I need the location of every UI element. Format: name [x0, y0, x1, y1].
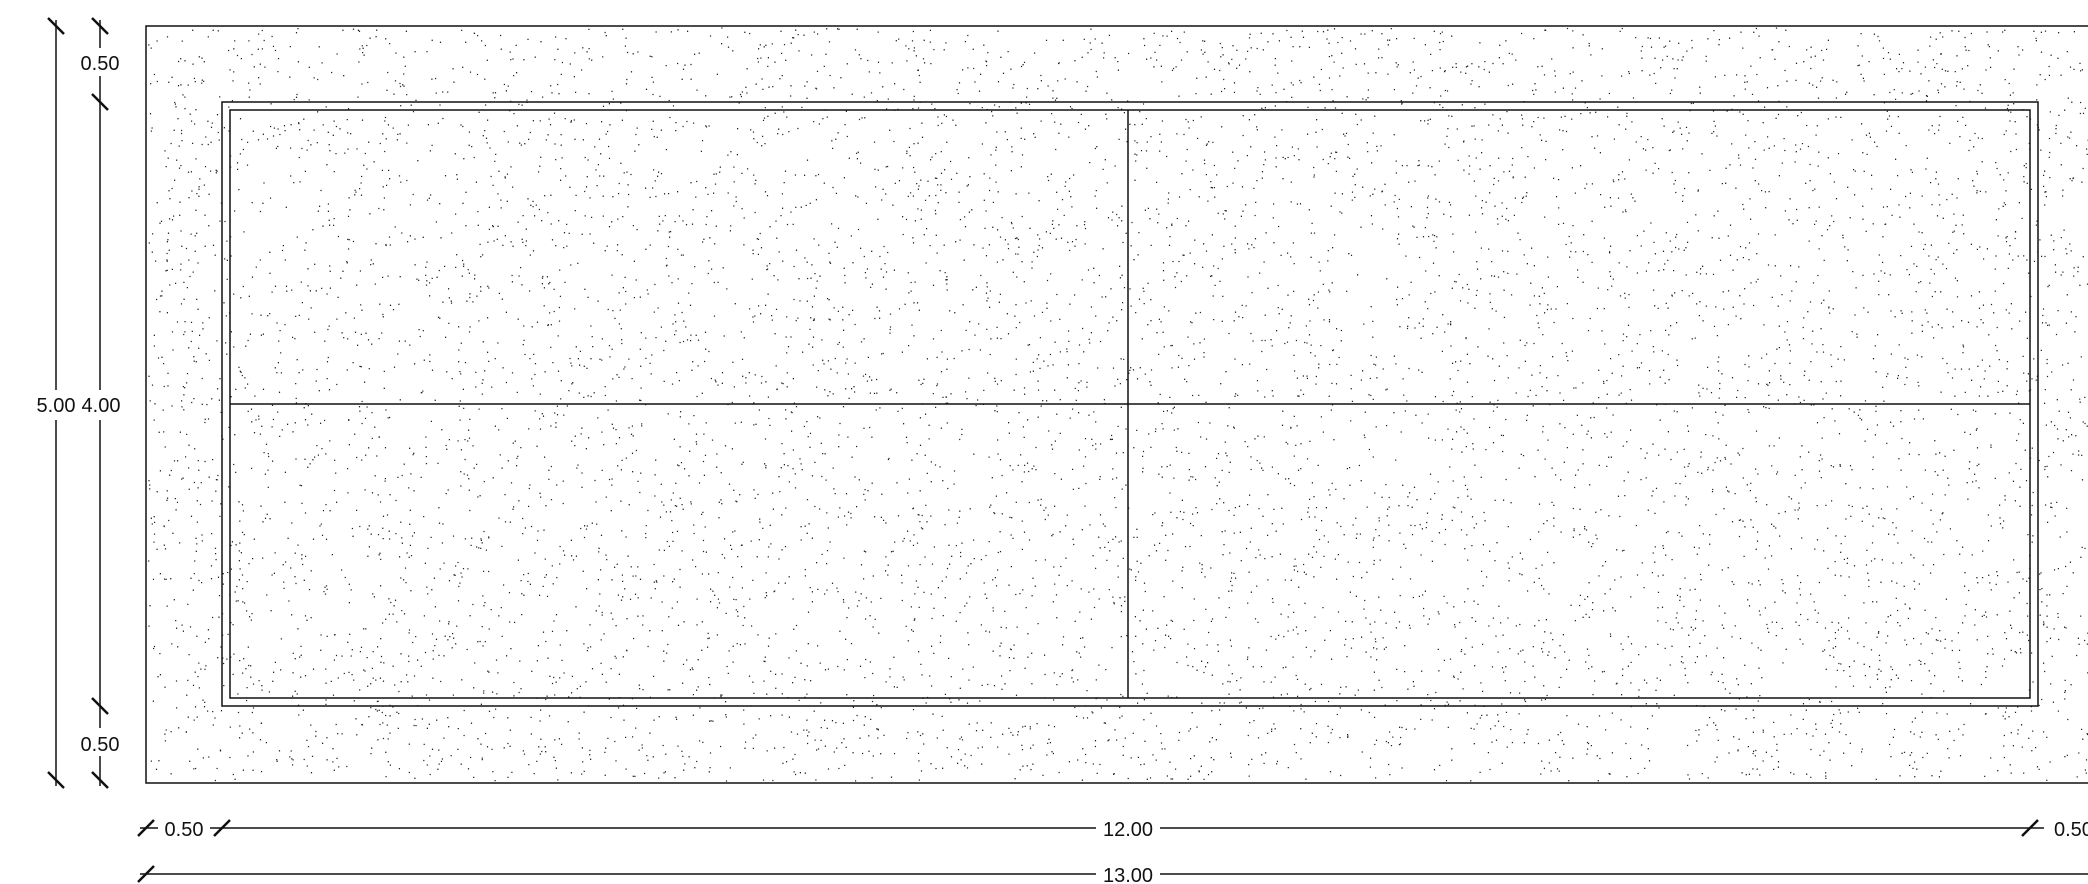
dim-label-left-margin: 0.50: [165, 819, 204, 841]
stipple-dots: [148, 27, 2088, 782]
dim-label-top-margin: 0.50: [81, 53, 120, 75]
dim-label-inner-height: 4.00: [82, 395, 121, 417]
inner-panel-outline: [221, 101, 2039, 707]
dim-label-total-height: 5.00: [37, 395, 76, 417]
dim-label-right-margin: 0.50: [2054, 819, 2088, 841]
dimension-bottom-chain: 0.50 12.00 0.50: [137, 814, 2088, 842]
concrete-stipple-hatch: [148, 27, 2088, 782]
dimension-left-inner: 0.50 4.00 0.50: [78, 17, 124, 789]
dim-label-inner-width: 12.00: [1103, 819, 1153, 841]
dimension-bottom-total: 13.00: [137, 860, 2088, 884]
dimension-left-outer: 5.00: [30, 17, 80, 789]
dim-label-total-width: 13.00: [1103, 865, 1153, 884]
outer-slab-outline: [145, 25, 2088, 784]
dim-label-bottom-margin: 0.50: [81, 734, 120, 756]
